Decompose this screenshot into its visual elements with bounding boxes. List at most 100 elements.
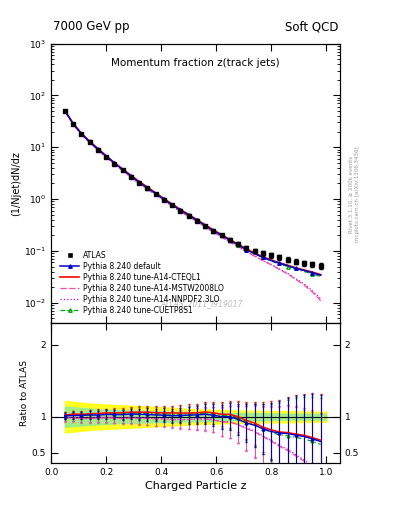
Pythia 8.240 tune-A14-MSTW2008LO bbox=[120, 168, 125, 174]
Pythia 8.240 tune-A14-NNPDF2.3LO bbox=[302, 281, 307, 287]
Pythia 8.240 tune-CUETP8S1 bbox=[195, 217, 199, 223]
Pythia 8.240 tune-CUETP8S1 bbox=[318, 273, 323, 280]
Pythia 8.240 tune-A14-NNPDF2.3LO bbox=[318, 295, 323, 302]
Pythia 8.240 tune-A14-NNPDF2.3LO bbox=[79, 131, 84, 137]
Pythia 8.240 tune-CUETP8S1 bbox=[219, 232, 224, 238]
Pythia 8.240 tune-CUETP8S1 bbox=[95, 146, 100, 152]
Pythia 8.240 tune-A14-CTEQL1 bbox=[203, 222, 208, 228]
Pythia 8.240 tune-CUETP8S1 bbox=[211, 227, 216, 233]
Pythia 8.240 default bbox=[261, 254, 265, 261]
Pythia 8.240 tune-A14-MSTW2008LO bbox=[62, 109, 67, 115]
Pythia 8.240 tune-A14-CTEQL1 bbox=[87, 138, 92, 144]
Pythia 8.240 tune-CUETP8S1 bbox=[285, 264, 290, 270]
Line: Pythia 8.240 tune-A14-NNPDF2.3LO: Pythia 8.240 tune-A14-NNPDF2.3LO bbox=[65, 111, 321, 298]
Pythia 8.240 tune-A14-MSTW2008LO bbox=[137, 180, 141, 186]
Pythia 8.240 tune-A14-CTEQL1 bbox=[318, 271, 323, 278]
Pythia 8.240 tune-A14-CTEQL1 bbox=[137, 179, 141, 185]
Text: mcplots.cern.ch [arXiv:1306.3436]: mcplots.cern.ch [arXiv:1306.3436] bbox=[355, 147, 360, 242]
Pythia 8.240 default bbox=[178, 207, 183, 214]
Pythia 8.240 tune-A14-NNPDF2.3LO bbox=[71, 121, 75, 127]
Text: Soft QCD: Soft QCD bbox=[285, 20, 339, 33]
Pythia 8.240 tune-A14-CTEQL1 bbox=[129, 172, 133, 178]
Pythia 8.240 tune-A14-MSTW2008LO bbox=[95, 147, 100, 153]
Pythia 8.240 default bbox=[153, 190, 158, 197]
Pythia 8.240 default bbox=[244, 247, 249, 253]
Pythia 8.240 tune-A14-NNPDF2.3LO bbox=[211, 229, 216, 235]
Pythia 8.240 tune-A14-NNPDF2.3LO bbox=[186, 214, 191, 220]
Pythia 8.240 default bbox=[318, 272, 323, 279]
Pythia 8.240 default bbox=[120, 166, 125, 173]
Pythia 8.240 tune-A14-MSTW2008LO bbox=[285, 271, 290, 277]
Pythia 8.240 tune-CUETP8S1 bbox=[120, 166, 125, 173]
Line: Pythia 8.240 tune-CUETP8S1: Pythia 8.240 tune-CUETP8S1 bbox=[63, 109, 322, 279]
Pythia 8.240 default bbox=[87, 139, 92, 145]
Text: Momentum fraction z(track jets): Momentum fraction z(track jets) bbox=[111, 57, 280, 68]
Pythia 8.240 tune-A14-NNPDF2.3LO bbox=[203, 224, 208, 230]
Pythia 8.240 tune-A14-NNPDF2.3LO bbox=[261, 257, 265, 263]
Pythia 8.240 tune-A14-MSTW2008LO bbox=[269, 262, 274, 268]
Pythia 8.240 tune-A14-CTEQL1 bbox=[79, 130, 84, 136]
Pythia 8.240 tune-CUETP8S1 bbox=[310, 271, 315, 277]
Pythia 8.240 tune-CUETP8S1 bbox=[203, 222, 208, 228]
Pythia 8.240 tune-A14-MSTW2008LO bbox=[71, 121, 75, 127]
Pythia 8.240 tune-A14-MSTW2008LO bbox=[211, 229, 216, 235]
Pythia 8.240 default bbox=[137, 179, 141, 185]
Pythia 8.240 tune-CUETP8S1 bbox=[244, 246, 249, 252]
Pythia 8.240 tune-A14-MSTW2008LO bbox=[252, 253, 257, 259]
Pythia 8.240 default bbox=[79, 131, 84, 137]
Pythia 8.240 tune-A14-CTEQL1 bbox=[195, 217, 199, 223]
Pythia 8.240 tune-A14-NNPDF2.3LO bbox=[285, 270, 290, 276]
Pythia 8.240 default bbox=[95, 146, 100, 152]
Pythia 8.240 tune-A14-NNPDF2.3LO bbox=[153, 191, 158, 198]
Pythia 8.240 default bbox=[170, 202, 174, 208]
Pythia 8.240 tune-A14-CTEQL1 bbox=[104, 153, 108, 159]
Pythia 8.240 tune-CUETP8S1 bbox=[186, 212, 191, 218]
Pythia 8.240 tune-A14-NNPDF2.3LO bbox=[277, 266, 282, 272]
Pythia 8.240 tune-CUETP8S1 bbox=[62, 108, 67, 114]
Pythia 8.240 tune-A14-MSTW2008LO bbox=[79, 132, 84, 138]
Pythia 8.240 tune-A14-CTEQL1 bbox=[153, 190, 158, 196]
Pythia 8.240 tune-A14-MSTW2008LO bbox=[236, 244, 241, 250]
Pythia 8.240 default bbox=[302, 267, 307, 273]
Pythia 8.240 tune-CUETP8S1 bbox=[104, 153, 108, 159]
Pythia 8.240 tune-A14-CTEQL1 bbox=[277, 260, 282, 266]
Pythia 8.240 tune-CUETP8S1 bbox=[79, 131, 84, 137]
Pythia 8.240 default bbox=[269, 258, 274, 264]
Pythia 8.240 tune-A14-NNPDF2.3LO bbox=[228, 239, 232, 245]
Pythia 8.240 default bbox=[277, 260, 282, 266]
Pythia 8.240 tune-A14-MSTW2008LO bbox=[129, 174, 133, 180]
Line: Pythia 8.240 default: Pythia 8.240 default bbox=[63, 109, 322, 277]
Pythia 8.240 default bbox=[252, 251, 257, 257]
Pythia 8.240 default bbox=[104, 153, 108, 159]
Pythia 8.240 tune-A14-MSTW2008LO bbox=[112, 161, 117, 167]
Pythia 8.240 default bbox=[162, 196, 166, 202]
Pythia 8.240 default bbox=[112, 160, 117, 166]
Pythia 8.240 default bbox=[195, 217, 199, 223]
Pythia 8.240 tune-CUETP8S1 bbox=[170, 201, 174, 207]
Pythia 8.240 default bbox=[145, 185, 150, 191]
Pythia 8.240 tune-CUETP8S1 bbox=[269, 258, 274, 264]
Pythia 8.240 tune-A14-CTEQL1 bbox=[261, 254, 265, 260]
Pythia 8.240 tune-A14-NNPDF2.3LO bbox=[244, 248, 249, 254]
Pythia 8.240 tune-CUETP8S1 bbox=[277, 261, 282, 267]
Pythia 8.240 tune-A14-CTEQL1 bbox=[120, 166, 125, 172]
Legend: ATLAS, Pythia 8.240 default, Pythia 8.240 tune-A14-CTEQL1, Pythia 8.240 tune-A14: ATLAS, Pythia 8.240 default, Pythia 8.24… bbox=[58, 249, 226, 317]
Text: Rivet 3.1.10, ≥ 200k events: Rivet 3.1.10, ≥ 200k events bbox=[349, 156, 354, 233]
Pythia 8.240 default bbox=[236, 242, 241, 248]
Pythia 8.240 tune-A14-MSTW2008LO bbox=[244, 249, 249, 255]
Pythia 8.240 tune-A14-NNPDF2.3LO bbox=[195, 219, 199, 225]
Pythia 8.240 tune-A14-NNPDF2.3LO bbox=[104, 154, 108, 160]
Pythia 8.240 tune-A14-MSTW2008LO bbox=[310, 289, 315, 295]
Pythia 8.240 tune-A14-NNPDF2.3LO bbox=[87, 139, 92, 145]
Pythia 8.240 tune-CUETP8S1 bbox=[162, 196, 166, 202]
Pythia 8.240 default bbox=[129, 173, 133, 179]
Pythia 8.240 tune-A14-NNPDF2.3LO bbox=[162, 197, 166, 203]
Pythia 8.240 tune-A14-NNPDF2.3LO bbox=[129, 174, 133, 180]
Pythia 8.240 tune-A14-MSTW2008LO bbox=[145, 186, 150, 192]
Pythia 8.240 tune-A14-MSTW2008LO bbox=[219, 234, 224, 240]
Pythia 8.240 tune-A14-MSTW2008LO bbox=[170, 203, 174, 209]
Pythia 8.240 tune-A14-MSTW2008LO bbox=[228, 239, 232, 245]
Pythia 8.240 tune-A14-MSTW2008LO bbox=[195, 219, 199, 225]
Pythia 8.240 tune-CUETP8S1 bbox=[294, 266, 298, 272]
Pythia 8.240 tune-A14-NNPDF2.3LO bbox=[294, 276, 298, 282]
